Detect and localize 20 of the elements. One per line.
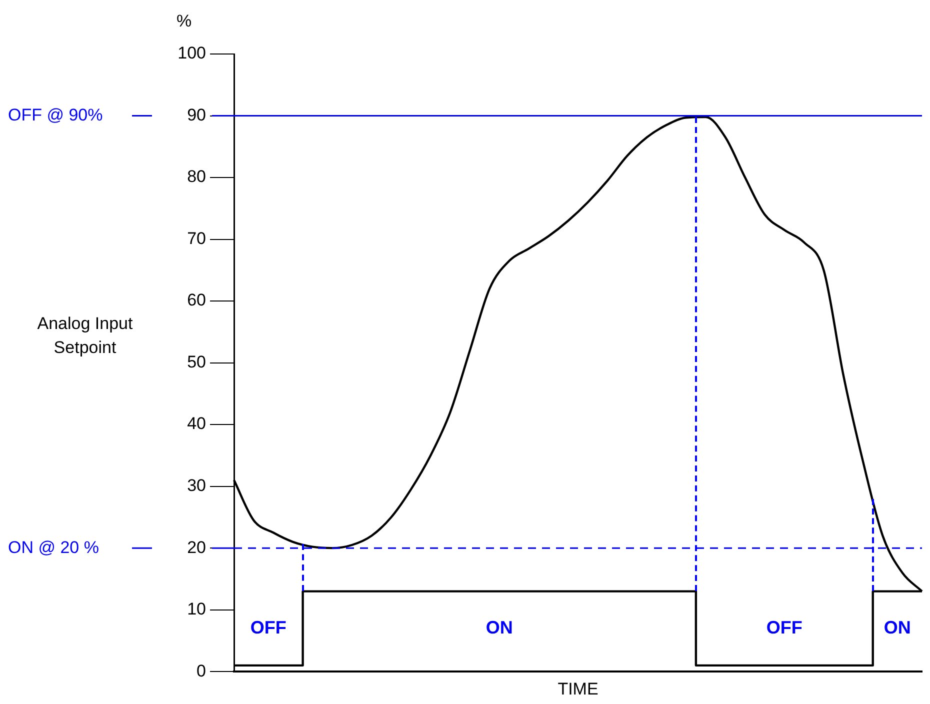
y-tick-label: 30 bbox=[187, 476, 206, 496]
y-axis-title: Analog Input Setpoint bbox=[36, 313, 134, 359]
ref-line-label: OFF @ 90% bbox=[8, 105, 103, 124]
annotation: OFF bbox=[250, 617, 286, 638]
ref-line-label: ON @ 20 % bbox=[8, 538, 99, 557]
y-tick-label: 70 bbox=[187, 228, 206, 248]
x-axis-title: TIME bbox=[558, 679, 598, 698]
y-tick-label: 10 bbox=[187, 600, 206, 619]
y-tick-label: 0 bbox=[196, 661, 206, 680]
y-tick-label: 60 bbox=[187, 290, 206, 310]
y-tick-label: 90 bbox=[187, 105, 206, 124]
text: % bbox=[176, 12, 192, 31]
annotation: ON bbox=[486, 617, 513, 638]
y-tick-label: 50 bbox=[187, 352, 206, 372]
y-tick-label: 20 bbox=[187, 538, 206, 557]
annotation: OFF bbox=[766, 617, 802, 638]
annotation: ON bbox=[884, 617, 911, 638]
y-tick-label: 80 bbox=[187, 167, 206, 186]
y-tick-label: 100 bbox=[178, 44, 206, 63]
y-tick-label: 40 bbox=[187, 414, 206, 434]
